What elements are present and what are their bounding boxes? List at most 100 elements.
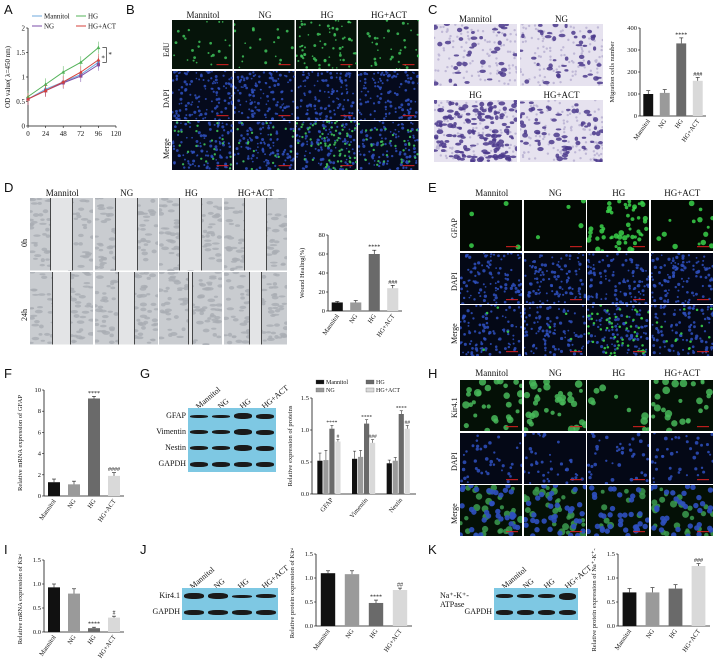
protein-band [256,445,274,451]
cell [660,333,664,337]
cell [34,254,42,258]
cell [707,266,711,269]
cell [346,132,349,136]
cell [496,457,499,460]
cell [500,258,503,261]
cell [503,392,510,399]
cell [191,137,193,139]
cell [527,290,531,294]
cell [272,78,276,82]
cell [388,168,392,171]
cell [394,107,397,110]
cell [543,349,546,352]
cell [610,235,614,240]
pore [585,26,588,29]
transwell-tile [434,24,517,86]
cell [178,88,180,91]
cell [307,34,310,36]
cell [214,140,218,144]
cell [535,277,538,280]
cell [256,101,260,105]
cell [360,118,362,120]
y-axis-label: Relative expression of proteins [287,405,294,486]
cell [523,320,526,323]
cell [368,150,371,154]
cell [210,63,213,66]
cell [260,96,262,99]
cell [241,60,244,63]
cell [538,328,541,331]
cell [475,343,478,347]
cell [269,147,272,150]
cell [267,246,274,250]
cell [625,305,629,308]
migrated-cell [471,155,478,159]
cell [286,156,290,160]
cell [145,293,150,296]
cell [660,283,663,287]
cell [348,75,351,78]
cell [546,477,549,480]
cell [473,487,480,493]
cell [336,126,339,129]
migrated-cell [513,117,517,122]
cell [218,141,221,143]
cell [70,297,77,302]
blot-row-label: GFAP [166,411,186,420]
cell [38,293,46,296]
migrated-cell [485,156,492,159]
migrated-cell [521,33,525,39]
cell [406,73,409,77]
cell [541,434,545,438]
cell [414,139,417,143]
cell [282,117,286,120]
cell [652,432,656,434]
cell [613,355,617,357]
cell [223,201,229,205]
cell [645,277,649,281]
cell [248,127,252,130]
cell [620,446,625,450]
cell [340,92,343,95]
cell [178,71,181,74]
cell [405,160,408,163]
cell [223,265,227,269]
cell [480,342,484,346]
cell [616,340,619,344]
cell [250,109,254,112]
column-header: NG [258,10,272,20]
scale-bar [278,114,291,116]
protein-band [496,594,513,598]
pore [434,79,437,82]
cell [358,111,361,114]
cell [557,348,560,351]
cell [308,103,312,107]
cell [402,149,405,152]
cell [572,424,580,432]
cell [564,468,567,471]
cell [258,38,262,41]
cell [655,257,659,261]
blot-row-label: Kir4.1 [159,591,180,600]
cell [666,273,669,276]
cell [705,388,713,396]
cell [221,125,225,129]
cell [504,515,510,521]
cell [503,201,509,207]
cell [230,124,233,128]
cell [388,142,392,145]
cell [289,164,293,167]
cell [515,326,518,328]
cell [685,261,688,263]
bar [320,573,336,626]
migrated-cell [537,141,541,147]
migrated-cell [463,147,471,152]
cell [554,277,558,281]
pore [520,57,522,60]
pore [507,64,511,67]
cell [595,292,598,295]
cell [205,166,209,170]
pore [578,112,581,115]
cell [589,485,595,491]
pore [584,141,588,144]
